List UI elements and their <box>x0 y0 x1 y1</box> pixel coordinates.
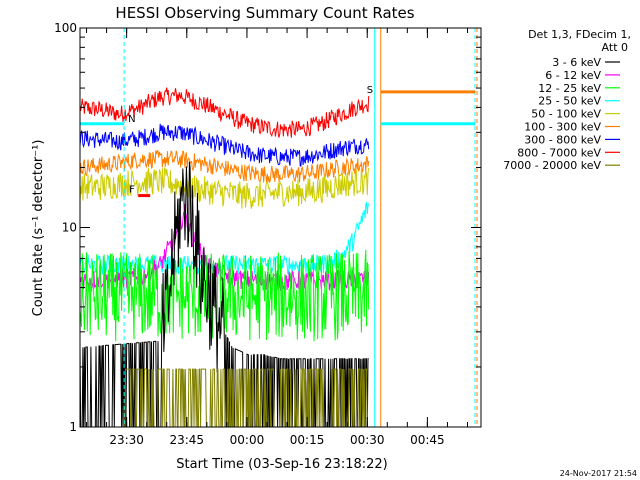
series-line <box>80 123 370 167</box>
legend-label: 12 - 25 keV <box>538 82 601 95</box>
series-line <box>80 150 370 184</box>
x-tick-label: 23:30 <box>109 433 144 447</box>
y-tick-label: 10 <box>62 221 77 235</box>
y-axis-label: Count Rate (s⁻¹ detector⁻¹) <box>31 140 46 317</box>
series-line <box>80 161 369 427</box>
timestamp: 24-Nov-2017 21:54 <box>560 469 637 478</box>
x-tick-label: 23:45 <box>169 433 204 447</box>
series-line <box>80 166 370 209</box>
legend-label: 7000 - 20000 keV <box>503 159 601 172</box>
legend-header: Det 1,3, FDecim 1, <box>528 28 631 41</box>
legend-label: 25 - 50 keV <box>538 95 601 108</box>
legend-label: 6 - 12 keV <box>545 69 601 82</box>
legend-header: Att 0 <box>602 41 628 54</box>
x-tick-label: 00:15 <box>290 433 325 447</box>
legend-label: 50 - 100 keV <box>531 108 601 121</box>
series-7 <box>80 123 370 167</box>
series-line <box>80 249 370 342</box>
x-axis-label: Start Time (03-Sep-16 23:18:22) <box>176 457 387 472</box>
x-tick-label: 00:00 <box>230 433 265 447</box>
x-tick-label: 00:30 <box>350 433 385 447</box>
x-tick-label: 00:45 <box>410 433 445 447</box>
y-tick-label: 1 <box>69 420 77 434</box>
series-5 <box>80 166 370 209</box>
y-tick-label: 100 <box>54 21 77 35</box>
flag-layer: N F S <box>80 28 478 427</box>
legend-label: 100 - 300 keV <box>524 121 601 134</box>
chart-title: HESSI Observing Summary Count Rates <box>115 4 414 22</box>
series-8 <box>80 87 370 138</box>
legend-label: 300 - 800 keV <box>524 133 601 146</box>
axes-layer: 1 10 100 23:30 23:45 00:00 00:15 00:30 00:45 <box>54 21 482 447</box>
series-line <box>80 87 370 138</box>
flag-label-n: N <box>128 114 135 125</box>
series-6 <box>80 150 370 184</box>
series-3 <box>80 249 370 342</box>
legend-label: 800 - 7000 keV <box>517 146 601 159</box>
flag-label-f: F <box>129 185 135 196</box>
flag-label-s: S <box>367 85 373 96</box>
series-1 <box>80 161 369 427</box>
series-layer <box>80 87 370 427</box>
legend-label: 3 - 6 keV <box>552 56 601 69</box>
